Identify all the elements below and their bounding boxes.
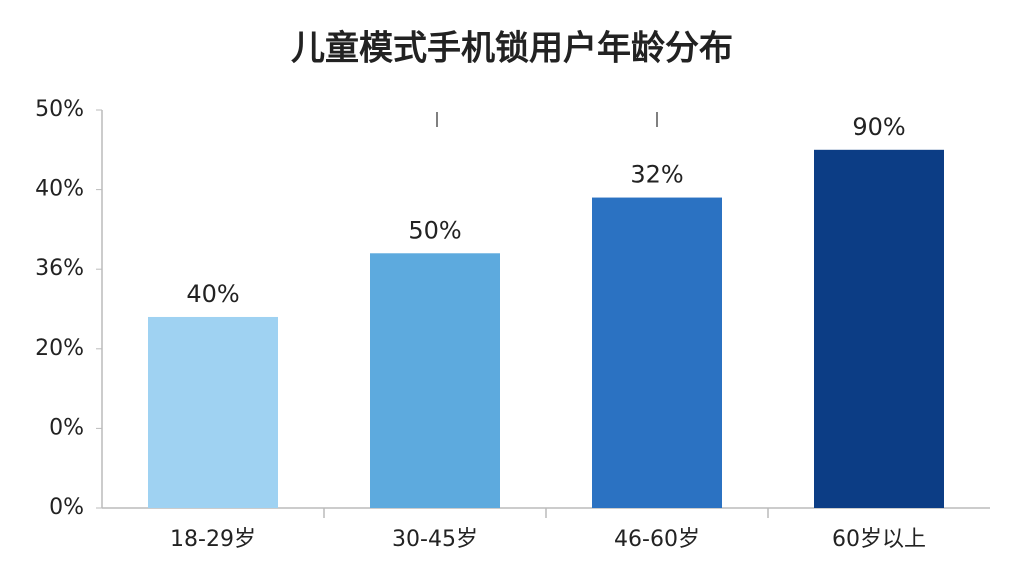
chart-title: 儿童模式手机锁用户年龄分布 <box>291 29 733 69</box>
data-label: 50% <box>408 216 461 244</box>
data-label: 90% <box>852 113 905 141</box>
data-label: 32% <box>630 161 683 189</box>
y-tick-label: 20% <box>35 336 84 361</box>
y-tick-label: 0% <box>49 415 84 440</box>
y-tick-label: 0% <box>49 495 84 520</box>
data-label: 40% <box>186 280 239 308</box>
x-tick-label: 60岁以上 <box>832 527 926 552</box>
y-tick-label: 36% <box>35 256 84 281</box>
bar <box>592 197 722 508</box>
y-tick-label: 50% <box>35 97 84 122</box>
x-tick-label: 46-60岁 <box>614 527 700 552</box>
x-tick-label: 18-29岁 <box>170 527 256 552</box>
bar <box>814 149 944 509</box>
x-tick-label: 30-45岁 <box>392 527 478 552</box>
bar <box>370 253 500 508</box>
y-tick-label: 40% <box>35 177 84 202</box>
bar <box>148 316 278 508</box>
